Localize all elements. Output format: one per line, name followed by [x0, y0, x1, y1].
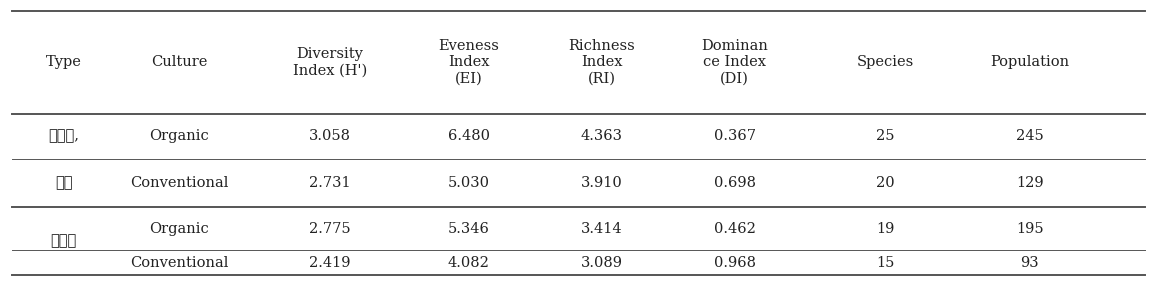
- Text: 병해충,: 병해충,: [49, 129, 79, 143]
- Text: Richness
Index
(RI): Richness Index (RI): [568, 39, 635, 86]
- Text: 20: 20: [876, 176, 894, 190]
- Text: Diversity
Index (H'): Diversity Index (H'): [293, 47, 367, 78]
- Text: 0.462: 0.462: [714, 222, 756, 236]
- Text: Organic: Organic: [149, 129, 209, 143]
- Text: Culture: Culture: [152, 55, 207, 70]
- Text: 19: 19: [876, 222, 894, 236]
- Text: 천적: 천적: [54, 176, 73, 190]
- Text: 25: 25: [876, 129, 894, 143]
- Text: Population: Population: [990, 55, 1069, 70]
- Text: 3.414: 3.414: [581, 222, 622, 236]
- Text: 15: 15: [876, 256, 894, 270]
- Text: 3.058: 3.058: [309, 129, 351, 143]
- Text: Species: Species: [856, 55, 914, 70]
- Text: Conventional: Conventional: [130, 176, 229, 190]
- Text: 2.419: 2.419: [309, 256, 351, 270]
- Text: 천적류: 천적류: [51, 234, 76, 248]
- Text: Conventional: Conventional: [130, 256, 229, 270]
- Text: 3.910: 3.910: [581, 176, 622, 190]
- Text: 0.968: 0.968: [714, 256, 756, 270]
- Text: 4.082: 4.082: [448, 256, 489, 270]
- Text: 4.363: 4.363: [581, 129, 622, 143]
- Text: 5.346: 5.346: [448, 222, 489, 236]
- Text: 93: 93: [1020, 256, 1039, 270]
- Text: 2.775: 2.775: [309, 222, 351, 236]
- Text: Organic: Organic: [149, 222, 209, 236]
- Text: 5.030: 5.030: [448, 176, 489, 190]
- Text: 0.367: 0.367: [714, 129, 756, 143]
- Text: 6.480: 6.480: [448, 129, 489, 143]
- Text: 245: 245: [1016, 129, 1044, 143]
- Text: 3.089: 3.089: [581, 256, 622, 270]
- Text: Type: Type: [45, 55, 82, 70]
- Text: 195: 195: [1016, 222, 1044, 236]
- Text: Dominan
ce Index
(DI): Dominan ce Index (DI): [701, 39, 768, 86]
- Text: 0.698: 0.698: [714, 176, 756, 190]
- Text: 129: 129: [1016, 176, 1044, 190]
- Text: 2.731: 2.731: [309, 176, 351, 190]
- Text: Eveness
Index
(EI): Eveness Index (EI): [439, 39, 499, 86]
